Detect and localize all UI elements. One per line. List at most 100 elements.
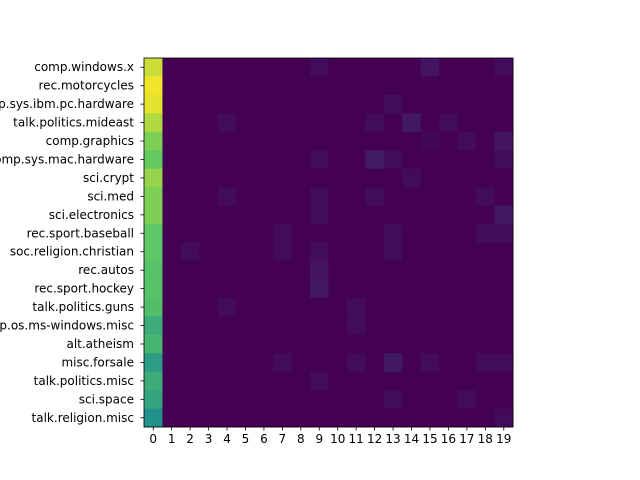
heatmap-cell bbox=[254, 187, 274, 206]
heatmap-cell bbox=[383, 260, 403, 280]
y-tick-label: sci.crypt bbox=[83, 171, 134, 185]
heatmap-cell bbox=[476, 242, 495, 262]
heatmap-cell bbox=[199, 371, 219, 391]
heatmap-cell bbox=[420, 224, 440, 243]
heatmap-cell bbox=[254, 279, 274, 299]
heatmap-cell bbox=[420, 58, 440, 77]
heatmap-cell bbox=[144, 316, 163, 336]
heatmap-cell bbox=[199, 297, 219, 317]
heatmap-cell bbox=[180, 316, 200, 336]
heatmap-cell bbox=[476, 334, 495, 354]
x-axis: 0 1 2 3 4 5 6 7 8 9 10 11 12 13 14 15 16 17 18 19 bbox=[149, 427, 511, 446]
heatmap-cell bbox=[420, 131, 440, 151]
heatmap-cell bbox=[346, 316, 366, 336]
heatmap-cell bbox=[439, 76, 459, 96]
heatmap-cell bbox=[180, 279, 200, 299]
heatmap-cell bbox=[328, 242, 348, 262]
heatmap-cell bbox=[254, 297, 274, 317]
heatmap-cell bbox=[402, 297, 422, 317]
plot-frame bbox=[143, 57, 514, 428]
heatmap-cell bbox=[328, 168, 348, 188]
heatmap-cell bbox=[291, 316, 311, 336]
heatmap-cell bbox=[199, 353, 219, 373]
heatmap-cell bbox=[273, 113, 292, 133]
heatmap-cell bbox=[328, 113, 348, 133]
heatmap-cell bbox=[273, 408, 292, 428]
heatmap-cell bbox=[420, 113, 440, 133]
heatmap-cell bbox=[439, 334, 459, 354]
heatmap-cell bbox=[144, 297, 163, 317]
heatmap-cell bbox=[291, 131, 311, 151]
heatmap-cell bbox=[420, 94, 440, 114]
heatmap-cell bbox=[439, 260, 459, 280]
heatmap-cell bbox=[144, 168, 163, 188]
heatmap-cell bbox=[402, 390, 422, 409]
heatmap-cell bbox=[439, 168, 459, 188]
heatmap-cell bbox=[494, 187, 514, 206]
heatmap-cell bbox=[180, 76, 200, 96]
heatmap-cell bbox=[365, 279, 385, 299]
heatmap-cell bbox=[328, 187, 348, 206]
heatmap-cell bbox=[494, 353, 514, 373]
heatmap-cell bbox=[254, 150, 274, 170]
heatmap-cell bbox=[402, 94, 422, 114]
heatmap-cell bbox=[328, 58, 348, 77]
heatmap-cell bbox=[273, 131, 292, 151]
heatmap-cell bbox=[383, 76, 403, 96]
heatmap-cell bbox=[402, 279, 422, 299]
heatmap-cell bbox=[346, 353, 366, 373]
heatmap-cell bbox=[291, 187, 311, 206]
heatmap-cell bbox=[439, 371, 459, 391]
heatmap-cell bbox=[420, 168, 440, 188]
heatmap-cell bbox=[420, 187, 440, 206]
heatmap-cell bbox=[346, 58, 366, 77]
heatmap-cell bbox=[365, 187, 385, 206]
heatmap-cell bbox=[217, 408, 237, 428]
heatmap-cell bbox=[402, 58, 422, 77]
heatmap-cell bbox=[457, 334, 477, 354]
heatmap-cell bbox=[310, 150, 329, 170]
heatmap-cell bbox=[457, 58, 477, 77]
heatmap-cell bbox=[365, 353, 385, 373]
heatmap-cell bbox=[328, 334, 348, 354]
heatmap-cell bbox=[476, 76, 495, 96]
x-tick-label: 11 bbox=[349, 432, 364, 446]
heatmap-cell bbox=[291, 334, 311, 354]
heatmap-cell bbox=[180, 187, 200, 206]
heatmap-cell bbox=[162, 242, 182, 262]
heatmap-cell bbox=[346, 279, 366, 299]
heatmap-cell bbox=[476, 205, 495, 225]
heatmap-cell bbox=[365, 334, 385, 354]
heatmap-cell bbox=[365, 58, 385, 77]
heatmap-cell bbox=[199, 58, 219, 77]
heatmap-cell bbox=[291, 76, 311, 96]
heatmap-cell bbox=[236, 94, 256, 114]
heatmap-cell bbox=[346, 390, 366, 409]
heatmap-cell bbox=[254, 334, 274, 354]
heatmap-cell bbox=[310, 205, 329, 225]
heatmap-cell bbox=[310, 224, 329, 243]
heatmap-cell bbox=[236, 205, 256, 225]
heatmap-cell bbox=[310, 408, 329, 428]
heatmap-cell bbox=[236, 150, 256, 170]
heatmap-cell bbox=[365, 150, 385, 170]
heatmap-cell bbox=[217, 76, 237, 96]
heatmap-cell bbox=[420, 334, 440, 354]
heatmap-cell bbox=[439, 297, 459, 317]
heatmap-cell bbox=[494, 279, 514, 299]
heatmap-cell bbox=[346, 334, 366, 354]
heatmap-cell bbox=[254, 168, 274, 188]
heatmap-cell bbox=[457, 76, 477, 96]
x-tick-label: 8 bbox=[297, 432, 305, 446]
heatmap-cell bbox=[457, 150, 477, 170]
heatmap-cell bbox=[217, 187, 237, 206]
heatmap-cell bbox=[254, 408, 274, 428]
heatmap-cell bbox=[144, 58, 163, 77]
heatmap-cell bbox=[457, 131, 477, 151]
heatmap-cell bbox=[180, 371, 200, 391]
y-tick-label: talk.politics.misc bbox=[34, 374, 134, 388]
heatmap-cell bbox=[199, 205, 219, 225]
heatmap-cell bbox=[402, 187, 422, 206]
heatmap-cell bbox=[180, 168, 200, 188]
heatmap-cell bbox=[236, 131, 256, 151]
